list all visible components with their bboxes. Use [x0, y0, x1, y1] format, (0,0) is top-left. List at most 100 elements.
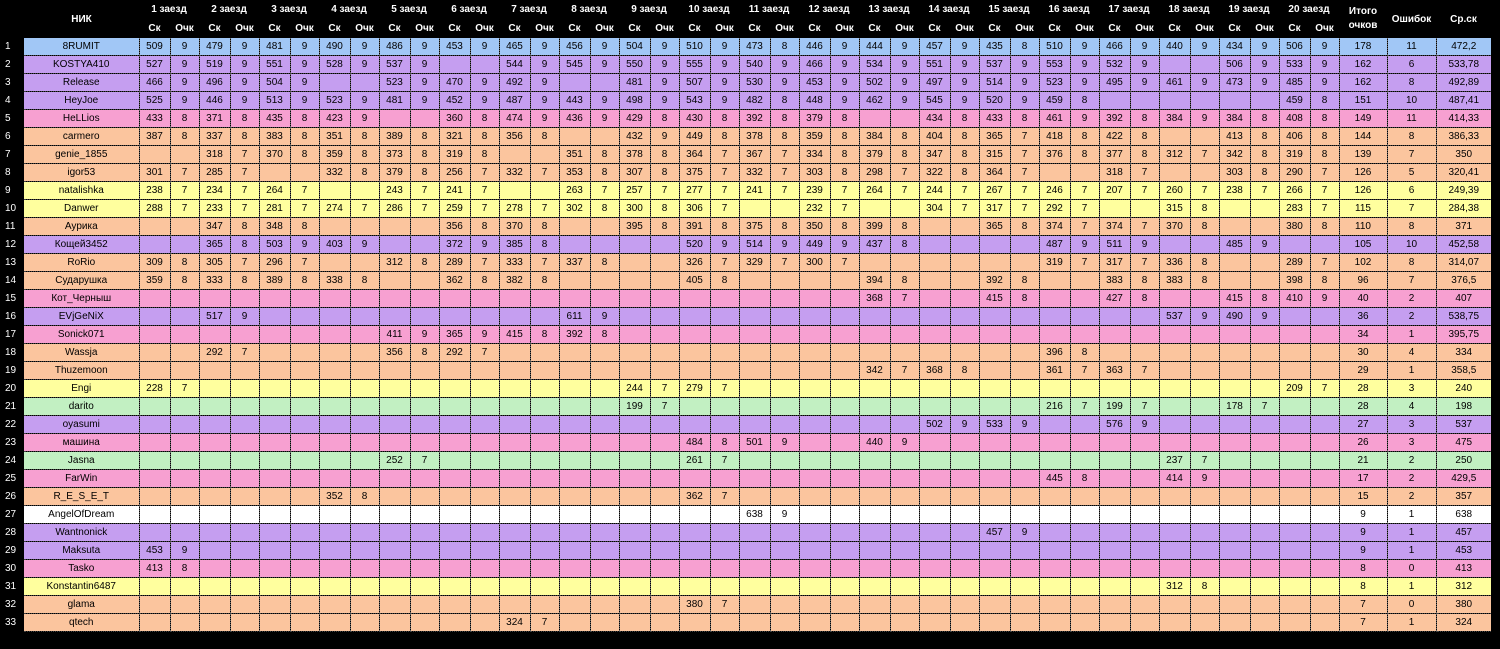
points-cell [829, 397, 860, 416]
points-cell: 9 [529, 73, 559, 92]
speed-cell: 440 [1158, 38, 1191, 56]
speed-cell: 383 [258, 127, 290, 146]
speed-subheader: Ск [508, 23, 521, 34]
speed-cell [378, 433, 410, 452]
speed-cell [1038, 541, 1071, 560]
points-cell: 7 [469, 181, 499, 200]
speed-cell: 332 [498, 163, 530, 182]
points-cell: 9 [1189, 307, 1220, 326]
table-header: НИК 1 заезд 2 заезд 3 заезд 4 заезд 5 заезд 6… [0, 0, 1491, 38]
table-row: 9 natalishka 238 7 234 7 264 7 243 7 241 7 263 7 257 7 2… [0, 181, 1492, 200]
points-cell: 9 [529, 109, 559, 128]
errors-cell: 1 [1386, 361, 1437, 380]
points-cell: 9 [289, 235, 319, 254]
speed-cell: 326 [678, 253, 710, 272]
speed-cell: 537 [978, 55, 1011, 74]
points-cell [1009, 577, 1040, 596]
errors-cell: 2 [1386, 469, 1437, 488]
speed-cell: 337 [558, 253, 590, 272]
player-nick: RoRio [24, 253, 139, 272]
points-cell [529, 145, 559, 164]
speed-cell: 545 [558, 55, 590, 74]
points-cell: 9 [769, 73, 800, 92]
player-nick: AngelOfDream [24, 505, 139, 524]
total-points-cell: 102 [1338, 253, 1388, 272]
points-cell [1249, 451, 1280, 470]
points-cell: 7 [1069, 199, 1100, 218]
speed-cell [858, 307, 891, 326]
points-cell: 8 [1189, 271, 1220, 290]
speed-cell [618, 433, 650, 452]
speed-cell [1158, 541, 1191, 560]
speed-cell [918, 595, 951, 614]
points-cell [409, 469, 439, 488]
speed-cell [138, 235, 170, 254]
speed-cell: 303 [1218, 163, 1251, 182]
speed-cell: 337 [198, 127, 230, 146]
speed-cell: 375 [738, 217, 770, 236]
speed-cell [738, 271, 770, 290]
speed-cell [918, 559, 951, 578]
points-cell [169, 361, 199, 380]
speed-cell: 440 [858, 433, 891, 452]
speed-cell [618, 523, 650, 542]
player-nick: HeLLios [24, 109, 139, 128]
speed-cell [798, 505, 831, 524]
points-cell [889, 487, 920, 506]
speed-cell [1038, 163, 1071, 182]
table-row: 19 Thuzemoon 342 7 368 8 361 7 363 7 29 1 358,5 [0, 361, 1492, 380]
speed-cell [1098, 505, 1131, 524]
speed-cell: 350 [798, 217, 831, 236]
speed-cell: 436 [558, 109, 590, 128]
speed-cell: 209 [1278, 379, 1311, 398]
speed-cell [978, 253, 1011, 272]
points-cell [529, 397, 559, 416]
points-cell [1129, 613, 1160, 632]
player-nick: carmero [24, 127, 139, 146]
speed-cell: 457 [978, 523, 1011, 542]
table-row: 33 qtech 324 7 7 1 324 [0, 613, 1492, 632]
speed-cell [198, 541, 230, 560]
speed-cell: 300 [618, 199, 650, 218]
speed-cell: 495 [1098, 73, 1131, 92]
speed-cell [378, 613, 410, 632]
speed-cell: 537 [1158, 307, 1191, 326]
points-cell [1189, 55, 1220, 74]
points-cell [169, 487, 199, 506]
points-cell: 7 [709, 253, 739, 272]
points-cell: 8 [289, 109, 319, 128]
speed-cell [918, 433, 951, 452]
points-cell [709, 289, 739, 308]
speed-cell: 356 [438, 217, 470, 236]
points-cell: 9 [709, 73, 739, 92]
points-cell [1009, 433, 1040, 452]
speed-subheader: Ск [268, 23, 281, 34]
points-cell [469, 469, 499, 488]
points-cell [889, 307, 920, 326]
avg-speed-cell: 240 [1435, 379, 1492, 398]
speed-cell: 370 [498, 217, 530, 236]
speed-cell [1158, 55, 1191, 74]
speed-cell [798, 289, 831, 308]
points-cell [949, 217, 980, 236]
speed-cell: 234 [198, 181, 230, 200]
speed-cell [618, 451, 650, 470]
speed-cell [558, 73, 590, 92]
points-cell: 7 [1129, 253, 1160, 272]
points-cell [1189, 541, 1220, 560]
speed-cell [438, 361, 470, 380]
player-nick: Кот_Черныш [24, 289, 139, 308]
points-cell [1009, 595, 1040, 614]
row-number: 14 [0, 271, 24, 290]
speed-cell: 379 [378, 163, 410, 182]
speed-cell [978, 577, 1011, 596]
speed-cell [1218, 577, 1251, 596]
points-cell: 7 [709, 451, 739, 470]
points-cell: 9 [1309, 38, 1340, 56]
points-cell [1129, 343, 1160, 362]
speed-cell: 307 [618, 163, 650, 182]
speed-cell: 364 [978, 163, 1011, 182]
points-cell [229, 559, 259, 578]
points-cell [1129, 469, 1160, 488]
speed-cell [558, 235, 590, 254]
